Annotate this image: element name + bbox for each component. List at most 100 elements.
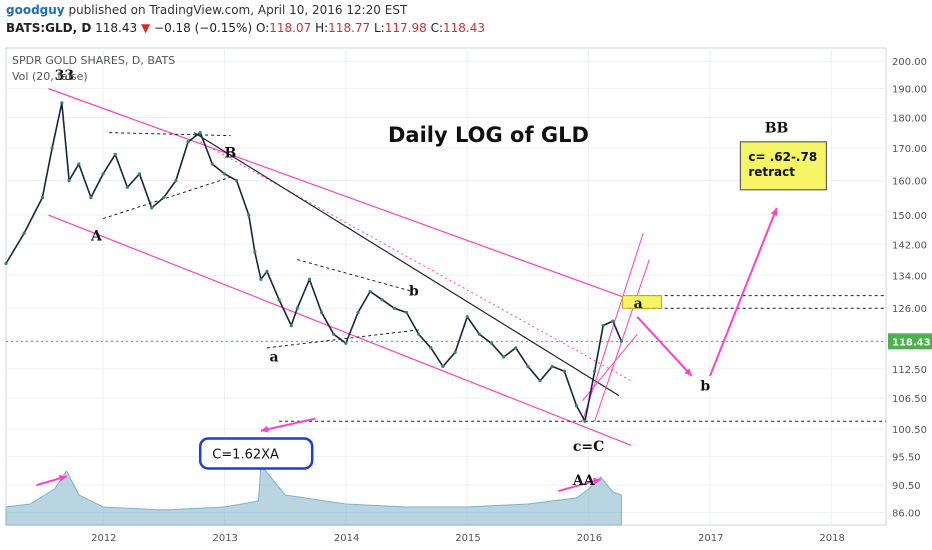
y-tick-label: 170.00 bbox=[892, 144, 927, 155]
price-point bbox=[392, 306, 397, 310]
wave-triangle-line bbox=[266, 329, 419, 349]
price-point bbox=[550, 364, 554, 369]
price-point bbox=[137, 172, 142, 176]
price-point bbox=[583, 419, 587, 423]
symbol: BATS:GLD, D bbox=[6, 21, 92, 35]
x-tick-label: 2017 bbox=[698, 533, 723, 544]
y-tick-label: 118.43 bbox=[892, 337, 931, 348]
volume-label: Vol (20, false) bbox=[12, 70, 88, 83]
price-point bbox=[489, 341, 494, 345]
projection-arrow bbox=[636, 316, 693, 377]
wave-label: A bbox=[90, 229, 103, 245]
price-point bbox=[277, 298, 281, 302]
low-label: L: bbox=[374, 21, 385, 35]
wave-triangle-line bbox=[297, 259, 413, 292]
arrow-head bbox=[684, 368, 692, 376]
price-point bbox=[174, 178, 178, 183]
price-point bbox=[259, 277, 263, 281]
wave-label: B bbox=[225, 146, 237, 162]
price-point bbox=[295, 306, 299, 310]
price-point bbox=[22, 231, 26, 235]
price-point bbox=[477, 332, 481, 336]
grid bbox=[6, 48, 886, 525]
wave-label: a bbox=[634, 296, 643, 312]
price-point bbox=[4, 261, 8, 266]
price-point bbox=[307, 277, 312, 281]
callout-text: retract bbox=[748, 165, 795, 179]
price-point bbox=[332, 332, 336, 336]
y-tick-label: 90.50 bbox=[892, 481, 921, 492]
price-point bbox=[222, 172, 227, 176]
wave-label: c=C bbox=[573, 439, 604, 455]
arrow-head bbox=[58, 475, 67, 482]
arrow-head bbox=[770, 207, 778, 216]
price-point bbox=[186, 140, 190, 144]
price-point bbox=[514, 346, 518, 350]
channel-upper bbox=[48, 88, 632, 301]
target-zone bbox=[622, 295, 662, 309]
price-point bbox=[356, 310, 360, 315]
price-point bbox=[253, 250, 257, 254]
low-value: 117.98 bbox=[384, 21, 427, 35]
arrow-head bbox=[260, 425, 269, 433]
price-point bbox=[319, 310, 324, 315]
x-tick-label: 2018 bbox=[819, 533, 844, 544]
y-tick-label: 112.50 bbox=[892, 365, 927, 376]
price-point bbox=[441, 364, 445, 369]
price-point bbox=[453, 350, 457, 355]
price-point bbox=[538, 379, 542, 383]
y-tick-label: 160.00 bbox=[892, 177, 927, 188]
price-point bbox=[198, 130, 202, 135]
y-tick-label: 100.50 bbox=[892, 425, 927, 436]
drawings bbox=[6, 88, 886, 493]
published-line: goodguy published on TradingView.com, Ap… bbox=[6, 3, 407, 17]
close-value: 118.43 bbox=[442, 21, 485, 35]
y-tick-label: 106.50 bbox=[892, 394, 927, 405]
arrow-head bbox=[592, 477, 601, 485]
price-point bbox=[210, 162, 214, 166]
high-value: 118.77 bbox=[328, 21, 371, 35]
author-link[interactable]: goodguy bbox=[6, 3, 65, 17]
wave-label: AA bbox=[572, 473, 596, 489]
price-point bbox=[502, 355, 506, 359]
price-point bbox=[526, 364, 530, 369]
wave-label: b bbox=[700, 379, 710, 395]
price-point bbox=[611, 319, 615, 323]
published-text: published on TradingView.com, April 10, … bbox=[68, 3, 408, 17]
symbol-line: BATS:GLD, D 118.43 ▼ −0.18 (−0.15%) O:11… bbox=[6, 21, 485, 35]
wave-label: a bbox=[269, 350, 278, 366]
y-tick-label: 126.00 bbox=[892, 304, 927, 315]
y-tick-label: 190.00 bbox=[892, 85, 927, 96]
price-point bbox=[235, 178, 239, 183]
channel-mid bbox=[199, 141, 632, 382]
down-arrow-icon: ▼ bbox=[140, 21, 151, 35]
price-point bbox=[593, 369, 597, 373]
y-tick-label: 95.50 bbox=[892, 452, 921, 463]
price-point bbox=[50, 146, 54, 150]
callout-retract bbox=[739, 141, 827, 191]
price-point bbox=[574, 404, 579, 408]
callout-text: C=1.62XA bbox=[212, 447, 279, 462]
wave-triangle-line bbox=[102, 176, 231, 220]
wave-triangle-line bbox=[109, 132, 231, 137]
price-point bbox=[89, 195, 93, 200]
callout-c-equals-1-62xa bbox=[198, 437, 314, 470]
wave-label: BB bbox=[765, 121, 789, 137]
price-point bbox=[67, 178, 71, 183]
y-tick-label: 150.00 bbox=[892, 211, 927, 222]
chart-title: Daily LOG of GLD bbox=[388, 123, 589, 147]
price-point bbox=[247, 213, 251, 217]
price-point bbox=[265, 269, 269, 273]
price-point bbox=[150, 206, 154, 210]
projection-arrow bbox=[260, 417, 316, 432]
price-point bbox=[162, 195, 166, 200]
price-point bbox=[125, 185, 129, 189]
last-price: 118.43 bbox=[95, 21, 138, 35]
price-point bbox=[380, 298, 384, 302]
y-tick-label: 142.00 bbox=[892, 240, 927, 251]
y-tick-label: 200.00 bbox=[892, 57, 927, 68]
price-point bbox=[417, 332, 421, 336]
change: −0.18 (−0.15%) bbox=[154, 21, 253, 35]
